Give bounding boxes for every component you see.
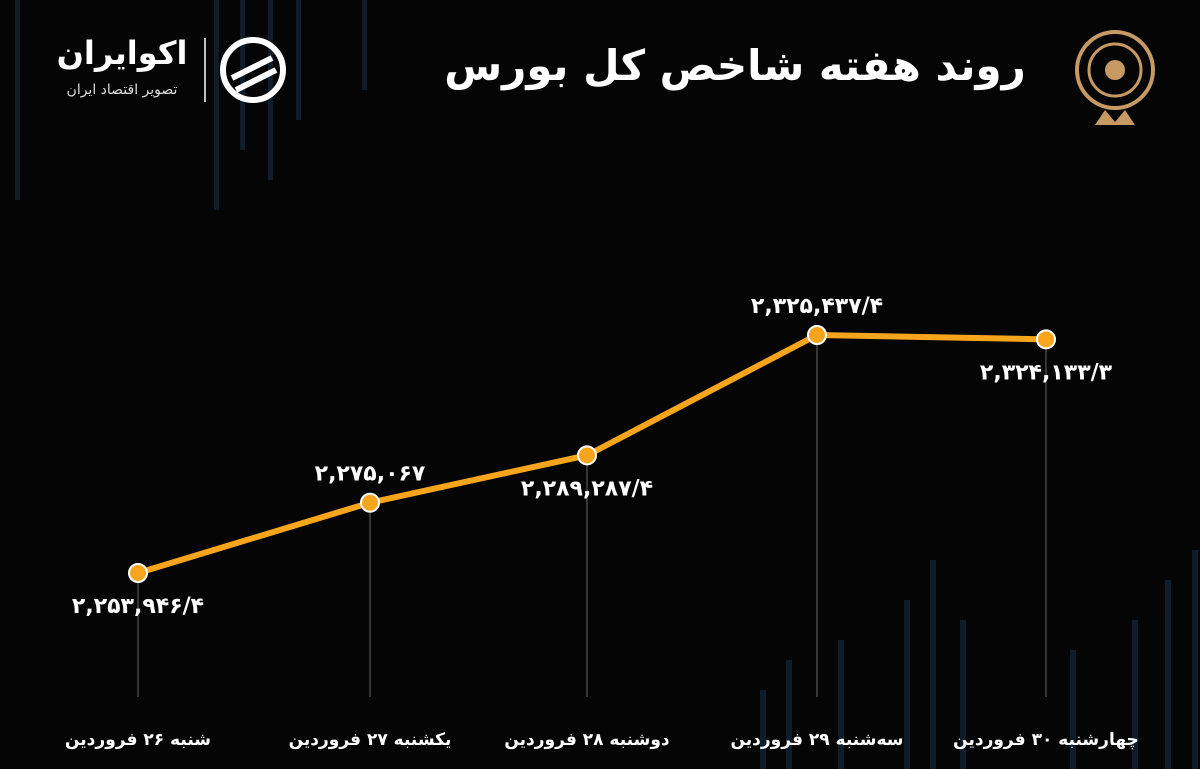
point (128, 563, 148, 583)
background-decoration (15, 0, 1198, 769)
plot-area: ۲,۲۵۳,۹۴۶/۴ شنبه ۲۶ فروردین ۲,۲۷۵,۰۶۷ یکشنب… (65, 294, 1139, 750)
x-tick-label: شنبه ۲۶ فروردین (65, 730, 211, 750)
brand-logo (204, 37, 286, 103)
data-label: ۲,۳۲۴,۱۳۳/۳ (980, 360, 1113, 385)
x-tick-label: چهارشنبه ۳۰ فروردین (953, 730, 1139, 750)
point (577, 445, 597, 466)
brand-tagline: تصویر اقتصاد ایران (67, 82, 178, 98)
data-label: ۲,۲۸۹,۲۸۷/۴ (521, 476, 653, 501)
data-label: ۲,۳۲۵,۴۳۷/۴ (751, 294, 883, 319)
x-tick-label: سه‌شنبه ۲۹ فروردین (730, 730, 903, 750)
data-label: ۲,۲۷۵,۰۶۷ (315, 462, 426, 487)
exchange-emblem (1075, 30, 1155, 125)
x-tick-label: یکشنبه ۲۷ فروردین (289, 730, 452, 750)
data-label: ۲,۲۵۳,۹۴۶/۴ (72, 594, 204, 619)
x-tick-label: دوشنبه ۲۸ فروردین (504, 730, 670, 750)
point (807, 325, 827, 345)
brand-name: اکوایران (57, 34, 188, 72)
point (1036, 329, 1056, 350)
point (360, 492, 380, 513)
chart-title: روند هفته شاخص کل بورس (444, 41, 1026, 91)
